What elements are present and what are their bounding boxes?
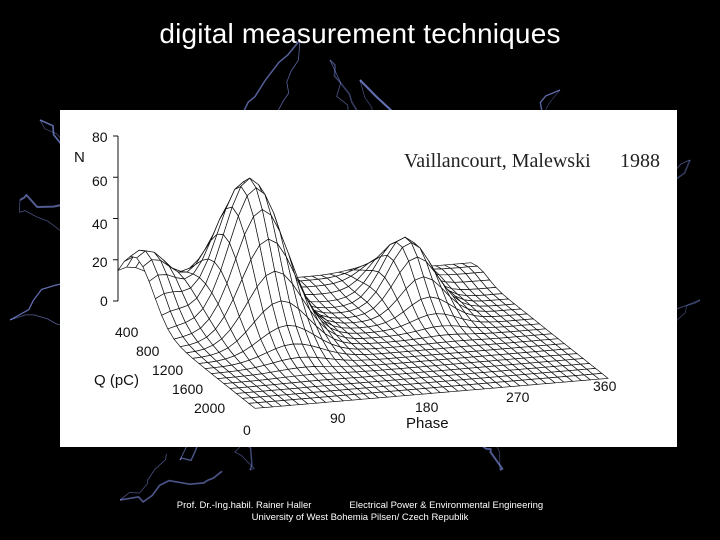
q-tick-800: 800: [136, 343, 160, 359]
n-tick-60: 60: [92, 173, 108, 189]
q-tick-1600: 1600: [172, 381, 203, 397]
n-axis-label: N: [74, 149, 85, 166]
surface-cell: [591, 373, 609, 380]
n-tick-40: 40: [92, 216, 108, 232]
q-axis-label: Q (pC): [94, 372, 139, 389]
annotation-year: 1988: [620, 150, 660, 172]
slide-title: digital measurement techniques: [159, 18, 561, 49]
lightning-streak: [119, 470, 223, 503]
n-tick-80: 80: [92, 129, 108, 145]
phase-axis-label: Phase: [406, 415, 449, 432]
footer-university: University of West Bohemia Pilsen/ Czech…: [251, 512, 469, 523]
q-tick-2000: 2000: [194, 400, 225, 416]
q-tick-0: 0: [243, 422, 251, 438]
q-tick-1200: 1200: [152, 362, 183, 378]
surface-mesh: [117, 177, 609, 409]
phase-tick-270: 270: [506, 389, 530, 405]
chart-figure: Vaillancourt, Malewski 1988 N 80 60 40 2…: [60, 110, 677, 447]
q-tick-400: 400: [115, 324, 139, 340]
footer: Prof. Dr.-Ing.habil. Rainer Haller Electr…: [0, 500, 720, 524]
phase-tick-360: 360: [593, 378, 617, 394]
axes: [113, 135, 119, 302]
footer-department: Electrical Power & Environmental Enginee…: [349, 500, 544, 511]
lightning-streak: [119, 453, 167, 501]
n-tick-0: 0: [100, 293, 108, 309]
phase-tick-90: 90: [330, 410, 346, 426]
phase-tick-180: 180: [415, 399, 439, 415]
surface-plot: Vaillancourt, Malewski 1988 N 80 60 40 2…: [74, 129, 660, 438]
footer-author: Prof. Dr.-Ing.habil. Rainer Haller: [176, 500, 312, 511]
n-tick-20: 20: [92, 254, 108, 270]
annotation-authors: Vaillancourt, Malewski: [404, 150, 591, 172]
